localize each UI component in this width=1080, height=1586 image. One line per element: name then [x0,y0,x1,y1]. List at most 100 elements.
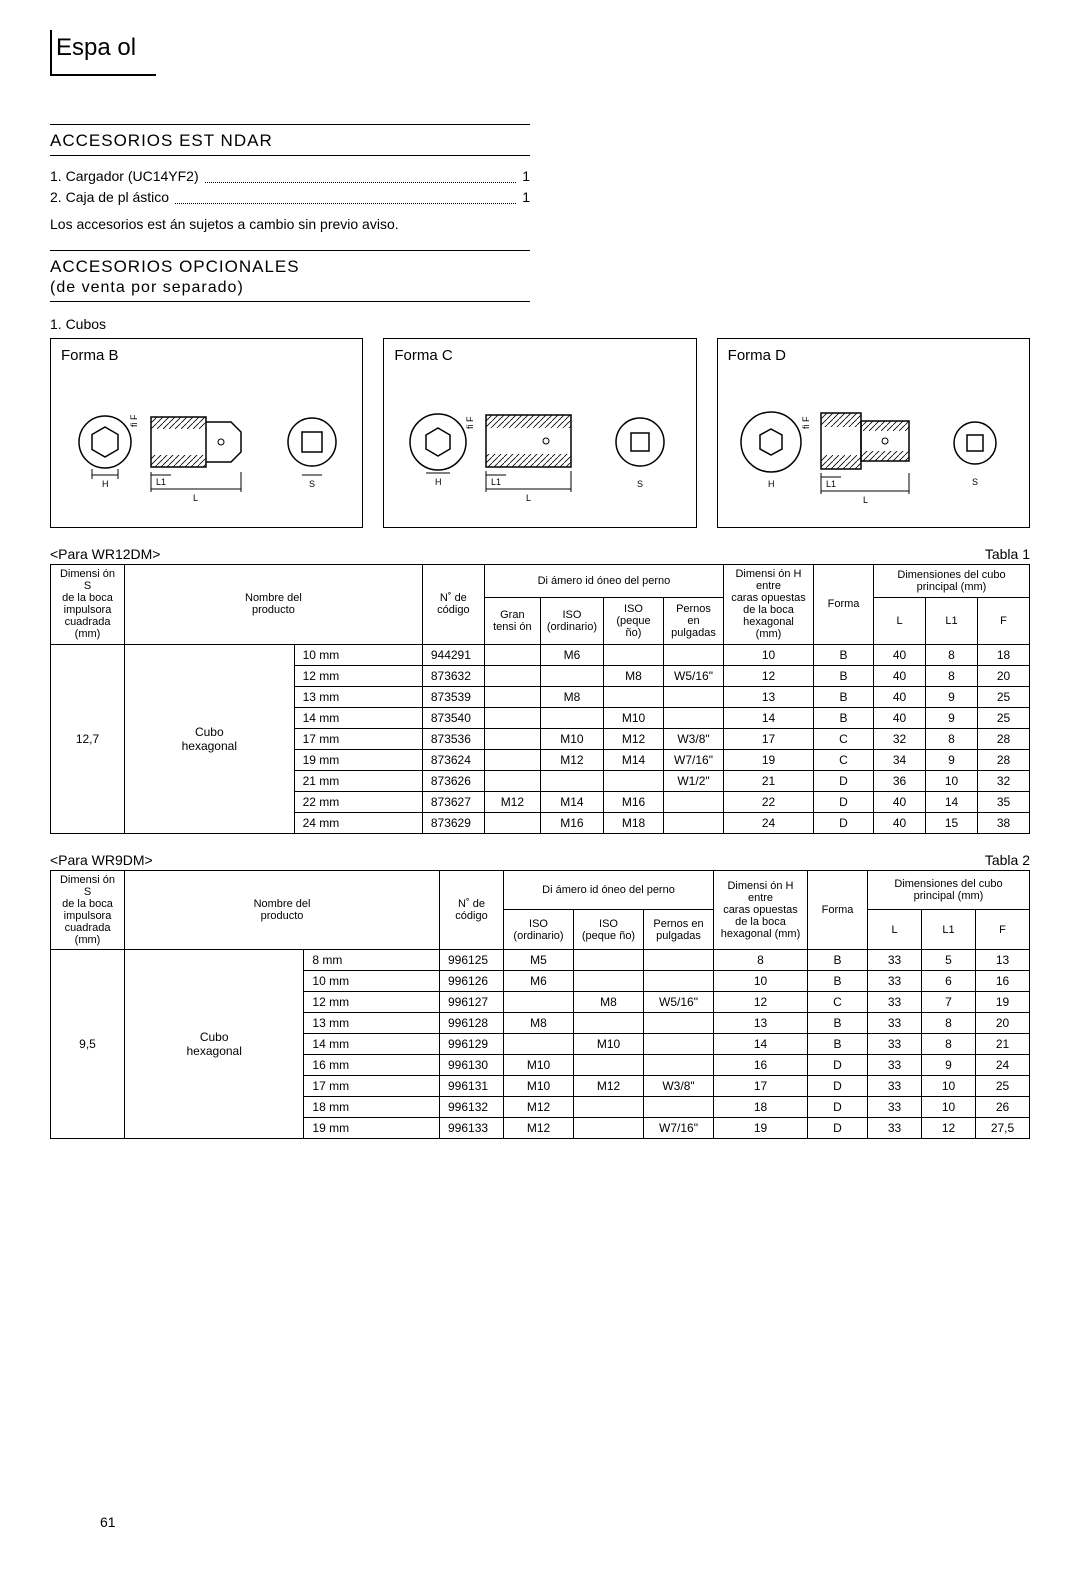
cell: M10 [604,707,664,728]
cell [644,971,714,992]
cell: 40 [874,791,926,812]
cell: 10 mm [294,644,422,665]
cell: 20 [978,665,1030,686]
cell: 873632 [422,665,484,686]
cell: 19 [976,992,1030,1013]
cell: 996127 [440,992,504,1013]
svg-text:fi F: fi F [129,414,139,427]
cell [664,791,724,812]
cell: 873536 [422,728,484,749]
accessory-row: 1. Cargador (UC14YF2) 1 [50,166,530,187]
cell: 19 mm [304,1118,440,1139]
table2-left-label: <Para WR9DM> [50,852,153,868]
cell: 32 [978,770,1030,791]
cell: C [808,992,868,1013]
svg-text:L1: L1 [491,477,501,487]
language-header: Espa ol [50,30,156,76]
cell [484,728,540,749]
hdr-nombre: Nombre del producto [125,870,440,950]
cell: 12 mm [304,992,440,1013]
cell: 18 [714,1097,808,1118]
cell: 13 mm [304,1013,440,1034]
cell-dims: 9,5 [51,950,125,1139]
cell [664,686,724,707]
cell [664,812,724,833]
cell: B [808,1034,868,1055]
cell: B [814,707,874,728]
cell: M14 [540,791,603,812]
cell [604,644,664,665]
cell [574,971,644,992]
cell [484,770,540,791]
form-b-diagram: H fi F L1 L [51,387,362,517]
cell: 996132 [440,1097,504,1118]
cell: 996129 [440,1034,504,1055]
hdr-nombre: Nombre del producto [125,565,423,645]
cell [574,950,644,971]
cell: M8 [604,665,664,686]
svg-text:fi F: fi F [465,416,475,429]
cell: 25 [976,1076,1030,1097]
hdr-L1: L1 [926,598,978,644]
cell: 33 [868,992,922,1013]
svg-text:S: S [637,479,643,489]
cell [644,950,714,971]
hdr-F: F [976,910,1030,950]
cell: D [808,1097,868,1118]
cell: 24 mm [294,812,422,833]
cell [484,665,540,686]
cell: 10 [714,971,808,992]
cell: M10 [540,728,603,749]
section1-title: ACCESORIOS EST NDAR [50,125,530,156]
cell: 16 [976,971,1030,992]
cell [484,707,540,728]
cell [664,644,724,665]
cell: C [814,749,874,770]
cell: 873626 [422,770,484,791]
cell: 21 mm [294,770,422,791]
svg-text:L: L [526,493,531,503]
cell: 17 [714,1076,808,1097]
cell: W1/2" [664,770,724,791]
cell: B [814,665,874,686]
cell [484,749,540,770]
cell: M16 [604,791,664,812]
table2: Dimensi ón S de la boca impulsora cuadra… [50,870,1030,1140]
cell: M6 [540,644,603,665]
cell: 40 [874,644,926,665]
hdr-dims: Dimensi ón S de la boca impulsora cuadra… [51,870,125,950]
hdr-diam: Di ámero id óneo del perno [484,565,723,598]
cell: 10 [922,1076,976,1097]
cell: 12 mm [294,665,422,686]
cell [644,1034,714,1055]
svg-text:H: H [768,479,775,489]
cell: 18 mm [304,1097,440,1118]
cell: 10 [922,1097,976,1118]
hdr-L1: L1 [922,910,976,950]
cell: M12 [504,1097,574,1118]
cell: 944291 [422,644,484,665]
cell [574,1013,644,1034]
cell [574,1118,644,1139]
cell: 22 [724,791,814,812]
form-c-diagram: H fi F L1 L S [384,387,695,517]
cell [604,770,664,791]
acc-num: 2. [50,187,62,208]
hdr-pernos: Pernos en pulgadas [644,910,714,950]
cell: B [814,644,874,665]
cell: 24 [976,1055,1030,1076]
acc-label: Cargador (UC14YF2) [66,166,199,187]
acc-label: Caja de pl ástico [66,187,170,208]
hdr-iso-peq: ISO (peque ño) [574,910,644,950]
hdr-dimcubo: Dimensiones del cubo principal (mm) [868,870,1030,910]
cell: 996126 [440,971,504,992]
cell: 873624 [422,749,484,770]
cell: 16 [714,1055,808,1076]
hdr-codigo: N˚ de código [440,870,504,950]
cell: 14 [926,791,978,812]
hdr-dimh: Dimensi ón H entre caras opuestas de la … [724,565,814,645]
hdr-iso-peq: ISO (peque ño) [604,598,664,644]
hdr-pernos: Pernos en pulgadas [664,598,724,644]
cell [574,1055,644,1076]
cell: 996130 [440,1055,504,1076]
